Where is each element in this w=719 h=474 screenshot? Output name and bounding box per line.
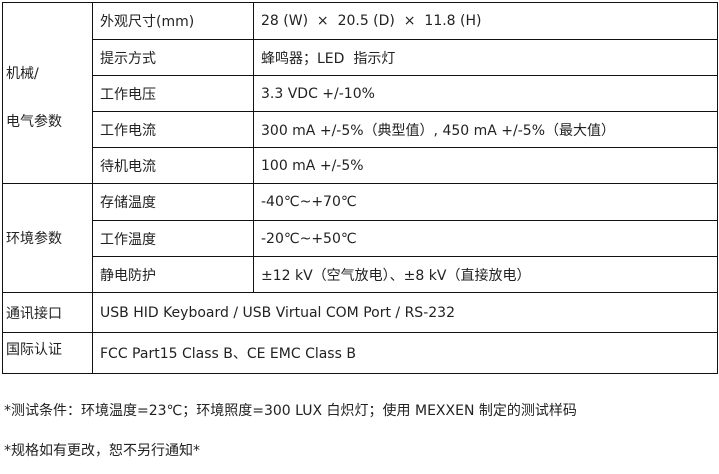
row-value: ±12 kV（空气放电）、±8 kV（直接放电） [253,256,718,293]
table-row: 工作电流 300 mA +/-5%（典型值）, 450 mA +/-5%（最大值… [3,111,718,148]
table-row: 工作电压 3.3 VDC +/-10% [3,75,718,112]
spec-table: 机械/ 电气参数 外观尺寸(mm) 28 (W) × 20.5 (D) × 11… [2,2,718,374]
row-value: 100 mA +/-5% [253,147,718,184]
row-label: 待机电流 [92,147,254,184]
group-mech-electrical: 机械/ 电气参数 [2,2,93,184]
test-conditions-note: *测试条件：环境温度=23℃；环境照度=300 LUX 白炽灯；使用 MEXXE… [4,403,577,419]
table-row: 机械/ 电气参数 外观尺寸(mm) 28 (W) × 20.5 (D) × 11… [2,2,718,184]
row-label: 静电防护 [92,256,254,293]
row-label: 提示方式 [92,39,254,76]
spec-table-wrapper: 机械/ 电气参数 外观尺寸(mm) 28 (W) × 20.5 (D) × 11… [2,2,718,374]
group-label: 环境参数 [2,183,93,293]
table-row: 环境参数 存储温度 -40℃~+70℃ [2,183,718,293]
row-value: 3.3 VDC +/-10% [253,75,718,112]
row-value: USB HID Keyboard / USB Virtual COM Port … [92,292,718,333]
row-label: 存储温度 [92,183,254,221]
row-value: FCC Part15 Class B、CE EMC Class B [92,332,718,374]
row-value: -40℃~+70℃ [253,183,718,221]
row-label: 工作电压 [92,75,254,112]
row-label: 工作电流 [92,111,254,148]
row-label: 外观尺寸(mm) [92,2,254,40]
table-row: 待机电流 100 mA +/-5% [3,147,718,184]
table-row: 国际认证 FCC Part15 Class B、CE EMC Class B [2,332,718,374]
disclaimer-note: *规格如有更改，恕不另行通知* [4,443,200,459]
row-value: 蜂鸣器；LED 指示灯 [253,39,718,76]
group-label: 通讯接口 [2,292,93,333]
row-value: 28 (W) × 20.5 (D) × 11.8 (H) [253,2,718,40]
group-label: 机械/ [6,66,39,82]
group-label: 国际认证 [2,332,93,374]
row-value: 300 mA +/-5%（典型值）, 450 mA +/-5%（最大值） [253,111,718,148]
table-row: 提示方式 蜂鸣器；LED 指示灯 [3,39,718,76]
row-value: -20℃~+50℃ [253,220,718,257]
table-row: 通讯接口 USB HID Keyboard / USB Virtual COM … [2,292,718,333]
table-row: 工作温度 -20℃~+50℃ [3,220,718,257]
group-label: 电气参数 [6,114,62,130]
row-label: 工作温度 [92,220,254,257]
table-row: 静电防护 ±12 kV（空气放电）、±8 kV（直接放电） [3,256,718,293]
